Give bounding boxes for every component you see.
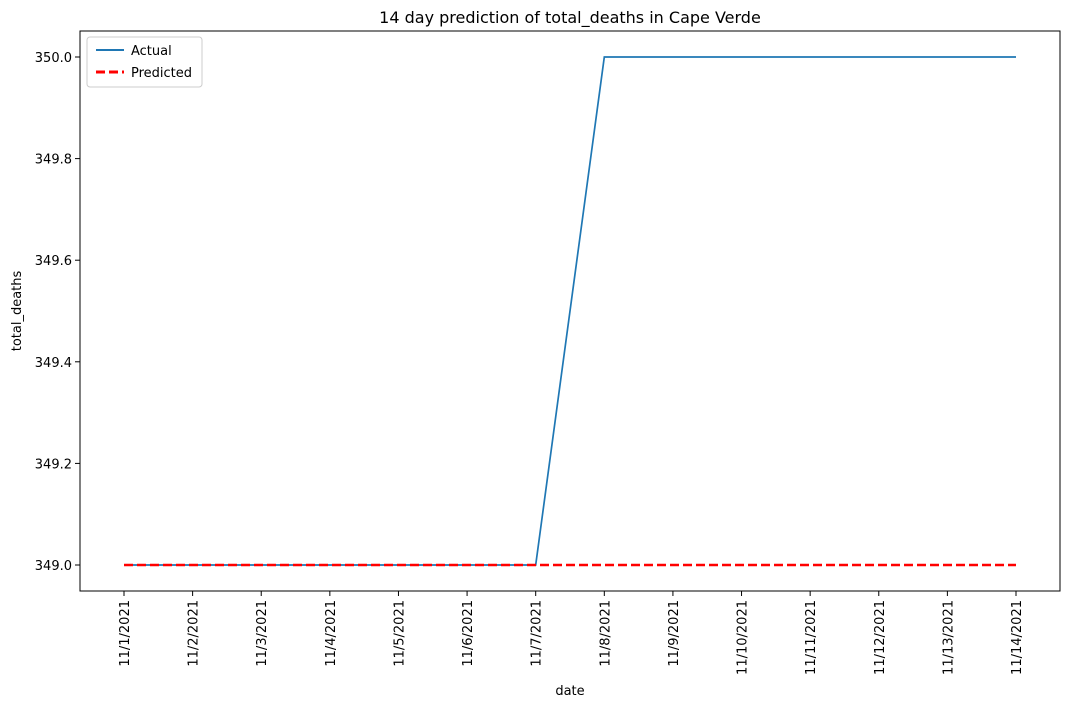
x-tick-label: 11/13/2021 <box>941 600 956 675</box>
y-tick-label: 350.0 <box>35 51 72 66</box>
y-tick-label: 349.4 <box>35 356 72 371</box>
y-tick-label: 349.0 <box>35 559 72 574</box>
series-group <box>124 56 1016 567</box>
y-axis: 349.0 349.2 349.4 349.6 349.8 350.0 <box>35 51 80 574</box>
x-tick-label: 11/9/2021 <box>667 600 682 667</box>
x-tick-label: 11/5/2021 <box>392 600 407 667</box>
y-tick-label: 349.6 <box>35 254 72 269</box>
x-tick-label: 11/3/2021 <box>255 600 270 667</box>
x-axis-label: date <box>555 684 584 699</box>
x-axis: 11/1/2021 11/2/2021 11/3/2021 11/4/2021 11/5… <box>118 591 1025 675</box>
x-tick-label: 11/2/2021 <box>187 600 202 667</box>
x-tick-label: 11/6/2021 <box>461 600 476 667</box>
x-tick-label: 11/12/2021 <box>873 600 888 675</box>
x-tick-label: 11/1/2021 <box>118 600 133 667</box>
x-tick-label: 11/8/2021 <box>598 600 613 667</box>
x-tick-label: 11/11/2021 <box>804 600 819 675</box>
legend-actual-label: Actual <box>131 44 172 59</box>
legend: Actual Predicted <box>86 36 203 88</box>
y-tick-label: 349.2 <box>35 457 72 472</box>
y-tick-label: 349.8 <box>35 153 72 168</box>
chart-title: 14 day prediction of total_deaths in Cap… <box>379 8 761 28</box>
x-tick-label: 11/14/2021 <box>1010 600 1025 675</box>
x-tick-label: 11/10/2021 <box>736 600 751 675</box>
legend-predicted-label: Predicted <box>131 66 192 81</box>
x-tick-label: 11/7/2021 <box>530 600 545 667</box>
y-axis-label: total_deaths <box>10 271 25 352</box>
x-tick-label: 11/4/2021 <box>324 600 339 667</box>
